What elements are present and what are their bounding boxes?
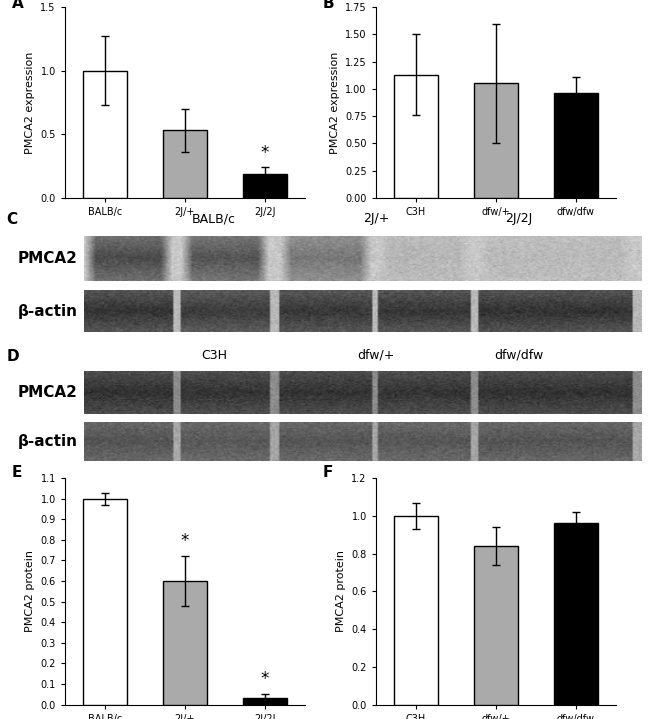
Text: BALB/c: BALB/c xyxy=(192,212,236,225)
Y-axis label: PMCA2 expression: PMCA2 expression xyxy=(330,51,340,154)
Text: *: * xyxy=(181,531,189,549)
Bar xyxy=(553,523,597,705)
Bar xyxy=(83,499,127,705)
Text: dfw/+: dfw/+ xyxy=(357,349,395,362)
Text: dfw/dfw: dfw/dfw xyxy=(494,349,543,362)
Text: PMCA2: PMCA2 xyxy=(18,385,78,400)
Text: 2J/+: 2J/+ xyxy=(363,212,389,225)
Text: *: * xyxy=(260,144,269,162)
Text: 2J/2J: 2J/2J xyxy=(505,212,532,225)
Bar xyxy=(163,130,207,198)
Y-axis label: PMCA2 expression: PMCA2 expression xyxy=(25,51,35,154)
Bar xyxy=(394,516,438,705)
Y-axis label: PMCA2 protein: PMCA2 protein xyxy=(25,550,35,633)
Text: β-actin: β-actin xyxy=(17,434,78,449)
Bar xyxy=(474,546,518,705)
Bar xyxy=(553,93,597,198)
Text: D: D xyxy=(6,349,19,364)
Bar xyxy=(474,83,518,198)
Text: C: C xyxy=(6,212,17,227)
Text: PMCA2: PMCA2 xyxy=(18,252,78,266)
Bar xyxy=(242,698,286,705)
Bar xyxy=(242,173,286,198)
Text: E: E xyxy=(12,464,23,480)
Text: B: B xyxy=(323,0,335,11)
Text: A: A xyxy=(12,0,24,11)
Text: β-actin: β-actin xyxy=(17,303,78,319)
Text: C3H: C3H xyxy=(201,349,227,362)
Y-axis label: PMCA2 protein: PMCA2 protein xyxy=(336,550,346,633)
Text: *: * xyxy=(260,669,269,687)
Bar xyxy=(163,581,207,705)
Bar xyxy=(394,75,438,198)
Bar xyxy=(83,70,127,198)
Text: F: F xyxy=(323,464,334,480)
